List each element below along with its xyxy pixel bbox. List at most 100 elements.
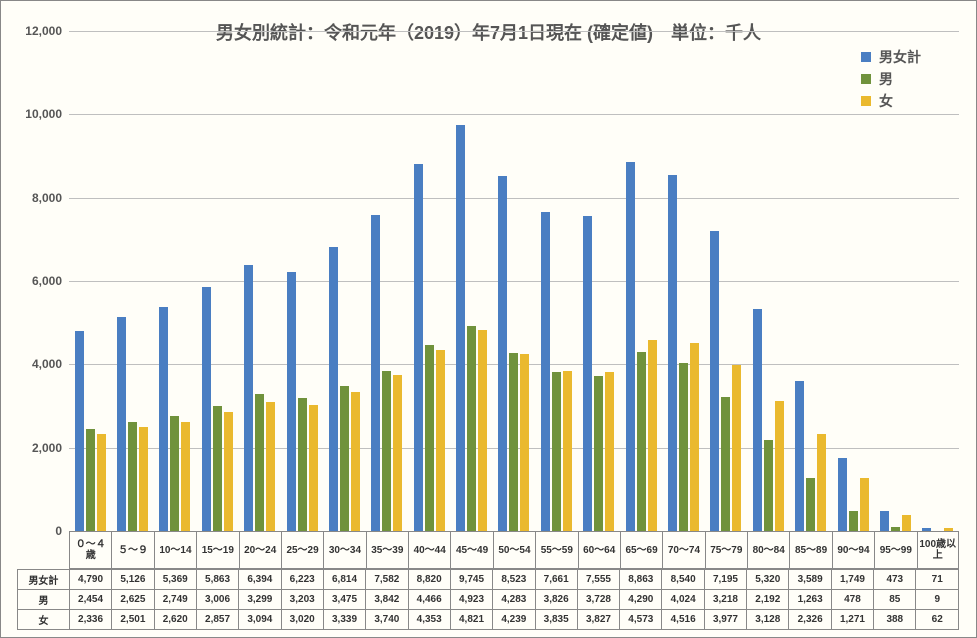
x-category-label: 80～84 <box>747 531 789 569</box>
bar-group <box>662 175 704 531</box>
table-cell: 3,826 <box>535 590 577 610</box>
x-category-label: 50～54 <box>493 531 535 569</box>
bar <box>266 402 275 531</box>
bar <box>721 397 730 531</box>
x-category-label: 20～24 <box>239 531 281 569</box>
bar <box>255 394 264 531</box>
bar-group <box>154 307 196 531</box>
bar <box>425 345 434 531</box>
table-cell: 2,625 <box>112 590 154 610</box>
table-cell: 5,320 <box>747 570 789 590</box>
table-cell: 478 <box>831 590 873 610</box>
y-tick-label: 0 <box>2 524 62 538</box>
table-cell: 2,857 <box>196 610 238 630</box>
table-cell: 4,290 <box>620 590 662 610</box>
table-cell: 4,923 <box>450 590 492 610</box>
table-row-header: 男 <box>18 590 70 610</box>
bar-group <box>450 125 492 531</box>
table-cell: 3,835 <box>535 610 577 630</box>
bar <box>456 125 465 531</box>
table-cell: 7,195 <box>704 570 746 590</box>
y-tick-label: 10,000 <box>2 107 62 121</box>
bar-group <box>832 458 874 531</box>
bar <box>594 376 603 531</box>
bar <box>795 381 804 531</box>
x-category-label: 65～69 <box>620 531 662 569</box>
bar-group <box>747 309 789 531</box>
table-cell: 4,516 <box>662 610 704 630</box>
bar <box>583 216 592 531</box>
table-cell: 2,749 <box>154 590 196 610</box>
table-cell: 8,540 <box>662 570 704 590</box>
x-category-label: 100歳以上 <box>917 531 959 569</box>
x-category-label: 40～44 <box>408 531 450 569</box>
bar <box>159 307 168 531</box>
bar-group <box>366 215 408 531</box>
table-cell: 3,977 <box>704 610 746 630</box>
bar-group <box>111 317 153 531</box>
x-category-label: 15～19 <box>196 531 238 569</box>
table-cell: 3,203 <box>281 590 323 610</box>
bar <box>213 406 222 531</box>
bar <box>732 365 741 531</box>
y-tick-label: 12,000 <box>2 24 62 38</box>
table-cell: 4,353 <box>408 610 450 630</box>
table-cell: 6,394 <box>239 570 281 590</box>
table-cell: 3,094 <box>239 610 281 630</box>
table-cell: 4,573 <box>620 610 662 630</box>
x-category-label: 90～94 <box>832 531 874 569</box>
table-cell: 4,239 <box>493 610 535 630</box>
table-cell: 3,728 <box>577 590 619 610</box>
bar <box>309 405 318 531</box>
table-cell: 4,821 <box>450 610 492 630</box>
table-cell: 71 <box>916 570 959 590</box>
table-cell: 85 <box>874 590 916 610</box>
x-category-label: ５～９ <box>111 531 153 569</box>
table-cell: 8,523 <box>493 570 535 590</box>
table-cell: 62 <box>916 610 959 630</box>
table-cell: 3,218 <box>704 590 746 610</box>
x-category-label: 55～59 <box>535 531 577 569</box>
table-cell: 3,740 <box>366 610 408 630</box>
bar <box>817 434 826 531</box>
bar <box>690 343 699 531</box>
table-row: 男2,4542,6252,7493,0063,2993,2033,4753,84… <box>18 590 959 610</box>
table-row: 女2,3362,5012,6202,8573,0943,0203,3393,74… <box>18 610 959 630</box>
bar <box>626 162 635 531</box>
bar <box>775 401 784 531</box>
bar <box>710 231 719 531</box>
y-tick-label: 2,000 <box>2 441 62 455</box>
table-cell: 3,827 <box>577 610 619 630</box>
bar-group <box>535 212 577 531</box>
bar-group <box>493 176 535 531</box>
bar <box>541 212 550 531</box>
bar <box>498 176 507 531</box>
table-cell: 4,466 <box>408 590 450 610</box>
table-cell: 2,620 <box>154 610 196 630</box>
bar <box>75 331 84 531</box>
table-cell: 1,263 <box>789 590 831 610</box>
bar <box>287 272 296 531</box>
bar <box>509 353 518 531</box>
table-cell: 4,790 <box>69 570 111 590</box>
bar-group <box>239 265 281 531</box>
bar <box>838 458 847 531</box>
bar <box>880 511 889 531</box>
x-category-label: 70～74 <box>662 531 704 569</box>
bar-group <box>196 287 238 531</box>
x-category-label: 75～79 <box>705 531 747 569</box>
bar <box>351 392 360 531</box>
bar <box>244 265 253 531</box>
bar <box>478 330 487 531</box>
table-cell: 1,271 <box>831 610 873 630</box>
table-cell: 5,369 <box>154 570 196 590</box>
table-cell: 8,863 <box>620 570 662 590</box>
x-category-label: 95～99 <box>874 531 916 569</box>
y-tick-label: 6,000 <box>2 274 62 288</box>
table-cell: 3,020 <box>281 610 323 630</box>
table-cell: 2,336 <box>69 610 111 630</box>
bar-group <box>408 164 450 532</box>
table-cell: 7,582 <box>366 570 408 590</box>
bar <box>393 375 402 531</box>
y-tick-label: 8,000 <box>2 191 62 205</box>
